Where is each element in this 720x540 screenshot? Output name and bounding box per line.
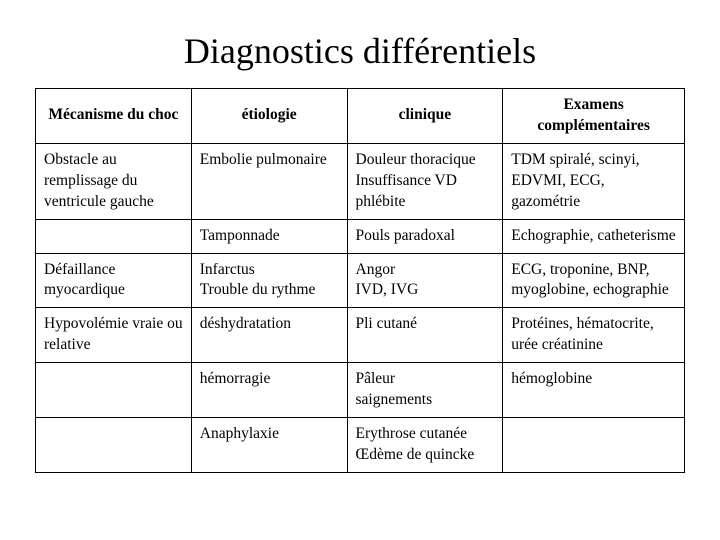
- col-header: étiologie: [191, 89, 347, 144]
- table-cell: Protéines, hématocrite, urée créatinine: [503, 308, 685, 363]
- table-cell: [503, 418, 685, 473]
- table-cell: [36, 363, 192, 418]
- table-cell: Echographie, catheterisme: [503, 219, 685, 253]
- table-row: Obstacle au remplissage du ventricule ga…: [36, 143, 685, 219]
- table-cell: Pouls paradoxal: [347, 219, 503, 253]
- table-cell: hémorragie: [191, 363, 347, 418]
- table-cell: InfarctusTrouble du rythme: [191, 253, 347, 308]
- table-cell: déshydratation: [191, 308, 347, 363]
- table-row: AnaphylaxieErythrose cutanéeŒdème de qui…: [36, 418, 685, 473]
- table-cell: Erythrose cutanéeŒdème de quincke: [347, 418, 503, 473]
- table-header-row: Mécanisme du choc étiologie clinique Exa…: [36, 89, 685, 144]
- table-cell: Tamponnade: [191, 219, 347, 253]
- table-cell: Pli cutané: [347, 308, 503, 363]
- table-cell: hémoglobine: [503, 363, 685, 418]
- table-cell: ECG, troponine, BNP, myoglobine, echogra…: [503, 253, 685, 308]
- diagnostics-table: Mécanisme du choc étiologie clinique Exa…: [35, 88, 685, 473]
- table-row: Hypovolémie vraie ou relativedéshydratat…: [36, 308, 685, 363]
- table-cell: Embolie pulmonaire: [191, 143, 347, 219]
- table-cell: AngorIVD, IVG: [347, 253, 503, 308]
- col-header: Mécanisme du choc: [36, 89, 192, 144]
- table-cell: TDM spiralé, scinyi, EDVMI, ECG, gazomét…: [503, 143, 685, 219]
- table-cell: Défaillance myocardique: [36, 253, 192, 308]
- table-cell: Pâleursaignements: [347, 363, 503, 418]
- table-cell: [36, 219, 192, 253]
- table-body: Obstacle au remplissage du ventricule ga…: [36, 143, 685, 472]
- table-cell: Douleur thoraciqueInsuffisance VDphlébit…: [347, 143, 503, 219]
- table-row: Défaillance myocardiqueInfarctusTrouble …: [36, 253, 685, 308]
- table-cell: Anaphylaxie: [191, 418, 347, 473]
- col-header: clinique: [347, 89, 503, 144]
- table-cell: [36, 418, 192, 473]
- table-row: TamponnadePouls paradoxalEchographie, ca…: [36, 219, 685, 253]
- table-row: hémorragiePâleursaignementshémoglobine: [36, 363, 685, 418]
- page-title: Diagnostics différentiels: [35, 30, 685, 72]
- table-cell: Hypovolémie vraie ou relative: [36, 308, 192, 363]
- col-header: Examens complémentaires: [503, 89, 685, 144]
- table-cell: Obstacle au remplissage du ventricule ga…: [36, 143, 192, 219]
